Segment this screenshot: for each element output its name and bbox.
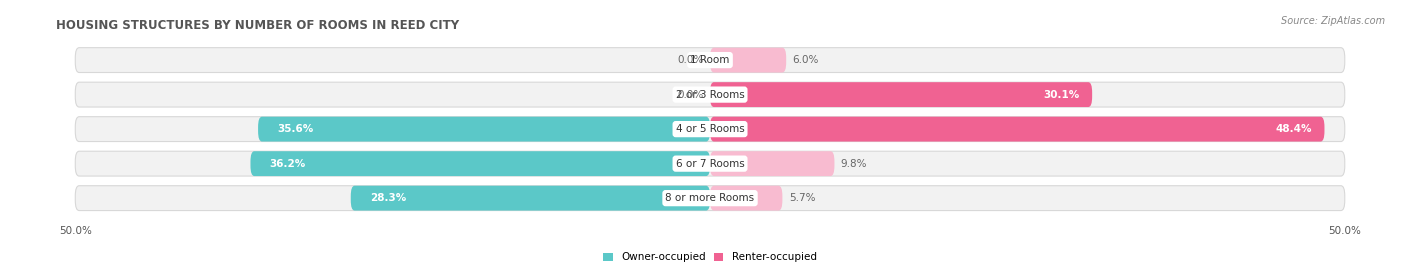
- Text: 4 or 5 Rooms: 4 or 5 Rooms: [676, 124, 744, 134]
- Text: 0.0%: 0.0%: [678, 90, 703, 100]
- Text: 30.1%: 30.1%: [1043, 90, 1080, 100]
- FancyBboxPatch shape: [76, 82, 1344, 107]
- Text: 6 or 7 Rooms: 6 or 7 Rooms: [676, 159, 744, 169]
- Text: 6.0%: 6.0%: [793, 55, 818, 65]
- Text: 5.7%: 5.7%: [789, 193, 815, 203]
- Text: 48.4%: 48.4%: [1275, 124, 1312, 134]
- Text: 8 or more Rooms: 8 or more Rooms: [665, 193, 755, 203]
- FancyBboxPatch shape: [259, 117, 710, 141]
- FancyBboxPatch shape: [76, 186, 1344, 211]
- FancyBboxPatch shape: [350, 186, 710, 211]
- FancyBboxPatch shape: [250, 151, 710, 176]
- FancyBboxPatch shape: [710, 151, 834, 176]
- FancyBboxPatch shape: [76, 151, 1344, 176]
- Text: 36.2%: 36.2%: [270, 159, 305, 169]
- Text: 9.8%: 9.8%: [841, 159, 868, 169]
- FancyBboxPatch shape: [710, 117, 1324, 141]
- Legend: Owner-occupied, Renter-occupied: Owner-occupied, Renter-occupied: [599, 248, 821, 267]
- Text: 0.0%: 0.0%: [678, 55, 703, 65]
- Text: 35.6%: 35.6%: [277, 124, 314, 134]
- FancyBboxPatch shape: [76, 117, 1344, 141]
- FancyBboxPatch shape: [710, 48, 786, 73]
- FancyBboxPatch shape: [76, 48, 1344, 73]
- FancyBboxPatch shape: [710, 82, 1092, 107]
- Text: Source: ZipAtlas.com: Source: ZipAtlas.com: [1281, 16, 1385, 26]
- FancyBboxPatch shape: [710, 186, 782, 211]
- Text: 1 Room: 1 Room: [690, 55, 730, 65]
- Text: 28.3%: 28.3%: [370, 193, 406, 203]
- Text: 2 or 3 Rooms: 2 or 3 Rooms: [676, 90, 744, 100]
- Text: HOUSING STRUCTURES BY NUMBER OF ROOMS IN REED CITY: HOUSING STRUCTURES BY NUMBER OF ROOMS IN…: [56, 19, 460, 32]
